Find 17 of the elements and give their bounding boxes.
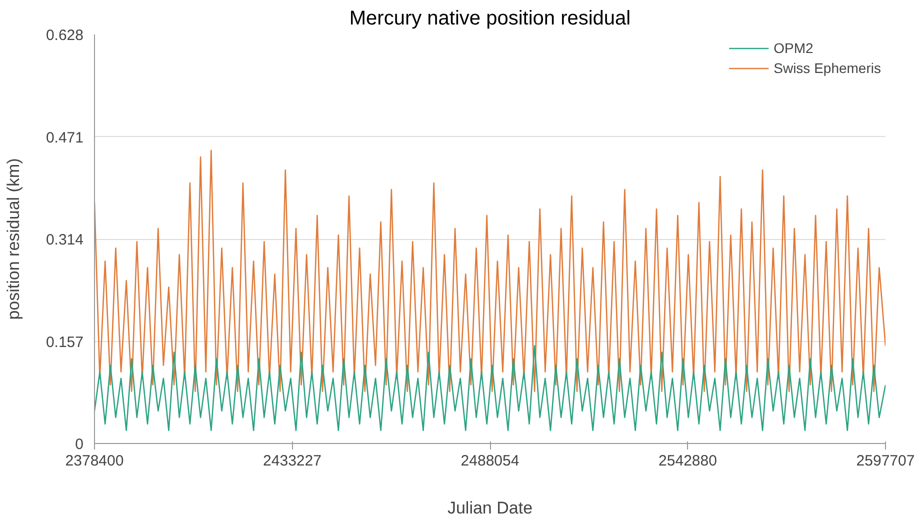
y-axis-title: position residual (km) xyxy=(4,158,23,320)
x-tick-label: 2488054 xyxy=(460,452,520,470)
legend-label: Swiss Ephemeris xyxy=(774,60,881,76)
y-tick-label: 0.471 xyxy=(46,129,84,146)
line-series xyxy=(94,345,886,432)
x-axis-title: Julian Date xyxy=(447,498,533,518)
y-tick-label: 0.314 xyxy=(46,232,84,248)
x-tick-label: 2433227 xyxy=(263,452,322,470)
y-tick-label: 0.157 xyxy=(46,334,84,351)
legend-label: OPM2 xyxy=(774,40,814,56)
chart-title: Mercury native position residual xyxy=(349,8,631,30)
x-tick-label: 2542880 xyxy=(658,452,717,470)
line-series xyxy=(94,150,886,392)
x-tick-label: 2378400 xyxy=(65,452,124,470)
y-tick-label: 0 xyxy=(75,436,84,453)
x-tick-label: 2597707 xyxy=(856,452,915,470)
y-tick-label: 0.628 xyxy=(46,27,84,44)
